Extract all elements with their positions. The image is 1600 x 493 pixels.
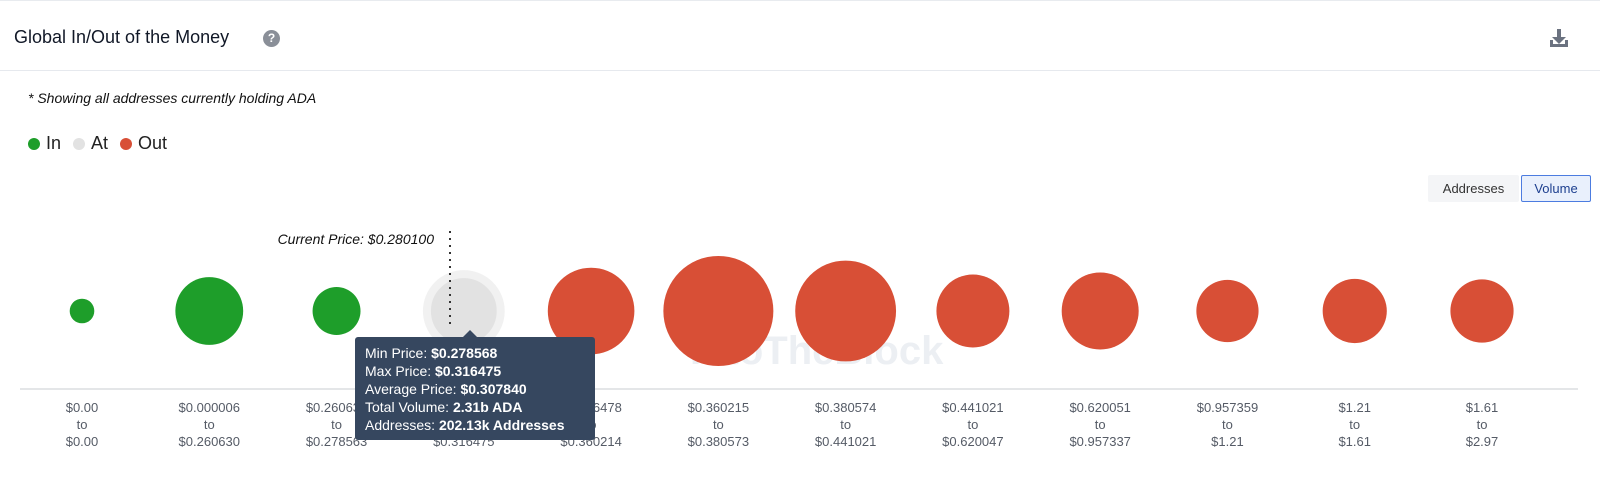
x-tick-label-5-2: $0.380573 bbox=[688, 434, 749, 449]
x-tick-label-2-1: to bbox=[331, 417, 342, 432]
bubble-tooltip: Min Price: $0.278568 Max Price: $0.31647… bbox=[355, 330, 595, 440]
bubble-2[interactable] bbox=[312, 287, 361, 335]
x-tick-label-1-0: $0.000006 bbox=[179, 400, 240, 415]
tooltip-max-price: Max Price: $0.316475 bbox=[365, 363, 502, 379]
legend-dot-out bbox=[120, 137, 133, 150]
question-circle-icon[interactable]: ? bbox=[263, 30, 280, 47]
bubble-9[interactable] bbox=[1196, 279, 1259, 343]
chart-legend: In At Out bbox=[28, 133, 179, 154]
download-icon[interactable] bbox=[1548, 27, 1570, 49]
widget-header: Global In/Out of the Money ? bbox=[0, 1, 1600, 71]
x-tick-label-6-0: $0.380574 bbox=[815, 400, 876, 415]
x-tick-label-6-1: to bbox=[840, 417, 851, 432]
x-tick-label-7-1: to bbox=[967, 417, 978, 432]
x-tick-label-7-0: $0.441021 bbox=[942, 400, 1003, 415]
legend-label-out: Out bbox=[138, 133, 168, 153]
x-tick-label-8-0: $0.620051 bbox=[1069, 400, 1130, 415]
x-tick-label-11-2: $2.97 bbox=[1466, 434, 1499, 449]
x-tick-label-2-2: $0.278563 bbox=[306, 434, 367, 449]
x-tick-label-9-2: $1.21 bbox=[1211, 434, 1244, 449]
x-tick-label-10-2: $1.61 bbox=[1338, 434, 1371, 449]
bubble-4[interactable] bbox=[547, 267, 635, 355]
tooltip-arrow bbox=[463, 330, 477, 337]
x-tick-label-6-2: $0.441021 bbox=[815, 434, 876, 449]
current-price-label: Current Price: $0.280100 bbox=[278, 231, 435, 247]
tooltip-total-volume: Total Volume: 2.31b ADA bbox=[365, 399, 523, 415]
x-tick-label-1-2: $0.260630 bbox=[179, 434, 240, 449]
x-tick-label-9-1: to bbox=[1222, 417, 1233, 432]
x-tick-label-2-0: $0.260631 bbox=[306, 400, 367, 415]
bubble-10[interactable] bbox=[1322, 278, 1387, 344]
x-tick-label-1-1: to bbox=[204, 417, 215, 432]
bubble-chart: IntoTheBlock $0.00to$0.00$0.000006to$0.2… bbox=[20, 231, 1578, 449]
x-tick-label-5-1: to bbox=[713, 417, 724, 432]
legend-label-at: At bbox=[91, 133, 109, 153]
widget-title: Global In/Out of the Money bbox=[14, 27, 230, 47]
legend-dot-in bbox=[28, 137, 40, 150]
bubble-6[interactable] bbox=[795, 260, 897, 362]
bubble-7[interactable] bbox=[936, 274, 1010, 348]
legend-label-in: In bbox=[46, 133, 62, 153]
bubble-5[interactable] bbox=[663, 256, 774, 366]
legend-item-out[interactable]: Out bbox=[120, 133, 167, 154]
x-tick-label-8-2: $0.957337 bbox=[1069, 434, 1130, 449]
x-tick-label-9-0: $0.957359 bbox=[1197, 400, 1258, 415]
bubble-1[interactable] bbox=[175, 277, 244, 345]
addresses-toggle-button[interactable]: Addresses bbox=[1428, 175, 1519, 202]
tooltip-addresses: Addresses: 202.13k Addresses bbox=[365, 417, 565, 433]
legend-dot-at bbox=[73, 137, 86, 150]
x-tick-label-7-2: $0.620047 bbox=[942, 434, 1003, 449]
volume-toggle-button[interactable]: Volume bbox=[1521, 175, 1591, 202]
x-tick-label-10-1: to bbox=[1349, 417, 1360, 432]
x-tick-label-8-1: to bbox=[1095, 417, 1106, 432]
bubble-0[interactable] bbox=[69, 298, 95, 324]
x-tick-label-10-0: $1.21 bbox=[1338, 400, 1371, 415]
x-tick-label-11-0: $1.61 bbox=[1466, 400, 1499, 415]
x-tick-label-0-0: $0.00 bbox=[66, 400, 99, 415]
tooltip-min-price: Min Price: $0.278568 bbox=[365, 345, 498, 361]
legend-item-at[interactable]: At bbox=[73, 133, 108, 154]
x-tick-label-5-0: $0.360215 bbox=[688, 400, 749, 415]
legend-item-in[interactable]: In bbox=[28, 133, 61, 154]
tooltip-average-price: Average Price: $0.307840 bbox=[365, 381, 527, 397]
bubble-11[interactable] bbox=[1450, 279, 1514, 343]
x-tick-label-0-1: to bbox=[77, 417, 88, 432]
bubble-8[interactable] bbox=[1061, 272, 1139, 350]
x-tick-label-0-2: $0.00 bbox=[66, 434, 99, 449]
holding-note: * Showing all addresses currently holdin… bbox=[28, 90, 317, 106]
x-tick-label-11-1: to bbox=[1477, 417, 1488, 432]
